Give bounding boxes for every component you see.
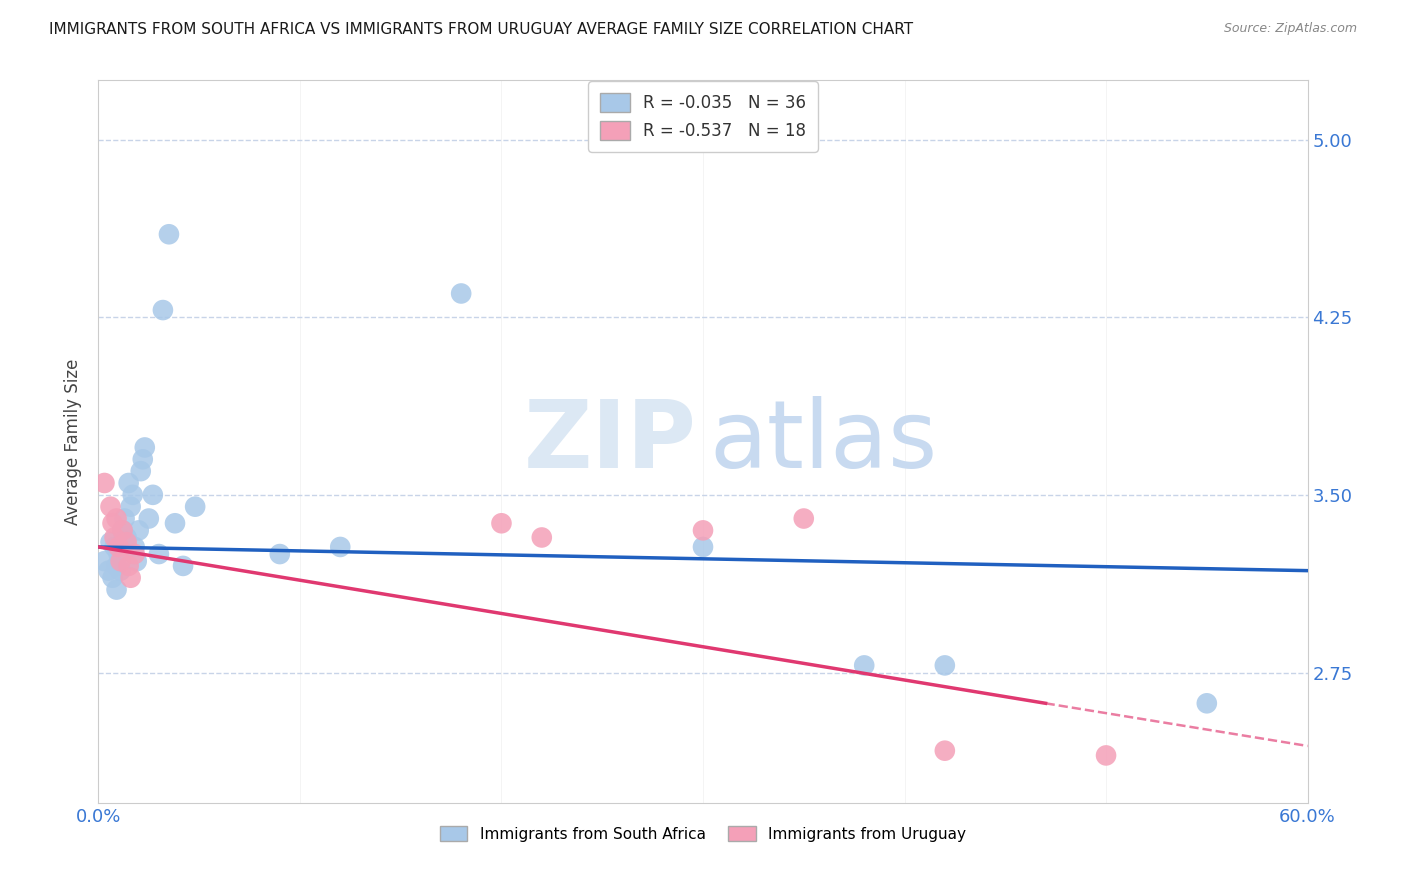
Point <box>128 524 150 538</box>
Point <box>105 582 128 597</box>
Point <box>450 286 472 301</box>
Point <box>114 511 136 525</box>
Point <box>157 227 180 242</box>
Point <box>93 475 115 490</box>
Text: IMMIGRANTS FROM SOUTH AFRICA VS IMMIGRANTS FROM URUGUAY AVERAGE FAMILY SIZE CORR: IMMIGRANTS FROM SOUTH AFRICA VS IMMIGRAN… <box>49 22 914 37</box>
Point <box>132 452 155 467</box>
Point <box>1195 696 1218 710</box>
Point <box>101 571 124 585</box>
Point <box>103 531 125 545</box>
Point <box>118 475 141 490</box>
Legend: Immigrants from South Africa, Immigrants from Uruguay: Immigrants from South Africa, Immigrants… <box>432 818 974 849</box>
Point <box>692 540 714 554</box>
Point <box>1095 748 1118 763</box>
Point <box>138 511 160 525</box>
Point <box>100 500 122 514</box>
Point <box>142 488 165 502</box>
Point <box>134 441 156 455</box>
Text: ZIP: ZIP <box>524 395 697 488</box>
Point <box>107 547 129 561</box>
Point <box>148 547 170 561</box>
Point <box>120 500 142 514</box>
Point <box>934 744 956 758</box>
Point <box>793 511 815 525</box>
Point <box>111 524 134 538</box>
Point <box>110 554 132 568</box>
Text: Source: ZipAtlas.com: Source: ZipAtlas.com <box>1223 22 1357 36</box>
Text: atlas: atlas <box>709 395 938 488</box>
Point <box>129 464 152 478</box>
Point <box>111 524 134 538</box>
Point <box>103 540 125 554</box>
Point <box>93 554 115 568</box>
Point <box>163 516 186 531</box>
Point <box>530 531 553 545</box>
Point <box>125 554 148 568</box>
Point <box>100 535 122 549</box>
Point <box>269 547 291 561</box>
Point <box>120 571 142 585</box>
Point <box>97 564 120 578</box>
Point <box>105 558 128 573</box>
Point <box>329 540 352 554</box>
Point <box>115 531 138 545</box>
Point <box>101 516 124 531</box>
Point <box>934 658 956 673</box>
Point <box>853 658 876 673</box>
Point <box>184 500 207 514</box>
Point <box>692 524 714 538</box>
Point <box>172 558 194 573</box>
Point <box>124 547 146 561</box>
Point <box>110 564 132 578</box>
Point <box>491 516 513 531</box>
Point <box>118 558 141 573</box>
Point <box>121 488 143 502</box>
Point <box>152 303 174 318</box>
Point <box>124 540 146 554</box>
Y-axis label: Average Family Size: Average Family Size <box>63 359 82 524</box>
Point <box>105 511 128 525</box>
Point <box>115 535 138 549</box>
Point <box>107 540 129 554</box>
